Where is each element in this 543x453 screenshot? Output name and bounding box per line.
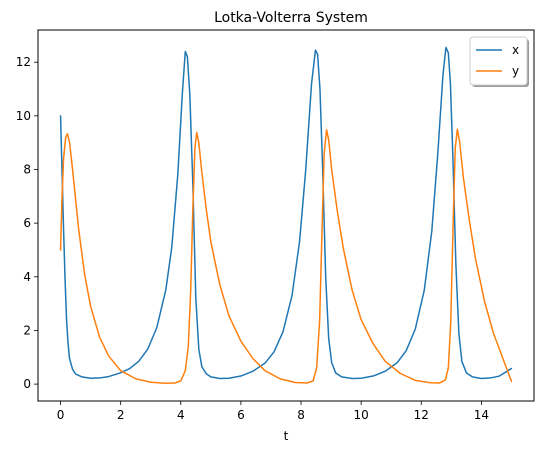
x-tick-label: 4: [177, 408, 185, 422]
y-axis-ticks: 0 2 4 6 8 10 12: [16, 55, 38, 391]
x-tick-label: 2: [117, 408, 125, 422]
y-tick-label: 6: [23, 216, 31, 230]
chart-title: Lotka-Volterra System: [214, 10, 368, 26]
x-axis-label: t: [284, 429, 289, 443]
series-line-y: [59, 128, 513, 385]
axes-frame: [37, 29, 535, 402]
y-tick-label: 4: [23, 270, 31, 284]
y-tick-label: 12: [16, 55, 31, 69]
x-tick-label: 10: [354, 408, 369, 422]
x-tick-label: 12: [414, 408, 429, 422]
y-tick-label: 8: [23, 162, 31, 176]
y-tick-label: 10: [16, 109, 31, 123]
plot-area: [37, 29, 535, 402]
y-tick-label: 2: [23, 323, 31, 337]
series-layer: [59, 46, 513, 385]
x-tick-label: 8: [297, 408, 305, 422]
legend-label-y: y: [512, 64, 519, 78]
x-tick-label: 6: [237, 408, 245, 422]
legend-label-x: x: [512, 43, 519, 57]
y-tick-label: 0: [23, 377, 31, 391]
x-tick-label: 0: [57, 408, 65, 422]
x-tick-label: 14: [474, 408, 489, 422]
legend-box: [469, 36, 528, 86]
series-line-x: [59, 46, 513, 380]
legend: xy: [469, 36, 529, 87]
x-axis-ticks: 0 2 4 6 8 10 12 14: [57, 401, 489, 422]
